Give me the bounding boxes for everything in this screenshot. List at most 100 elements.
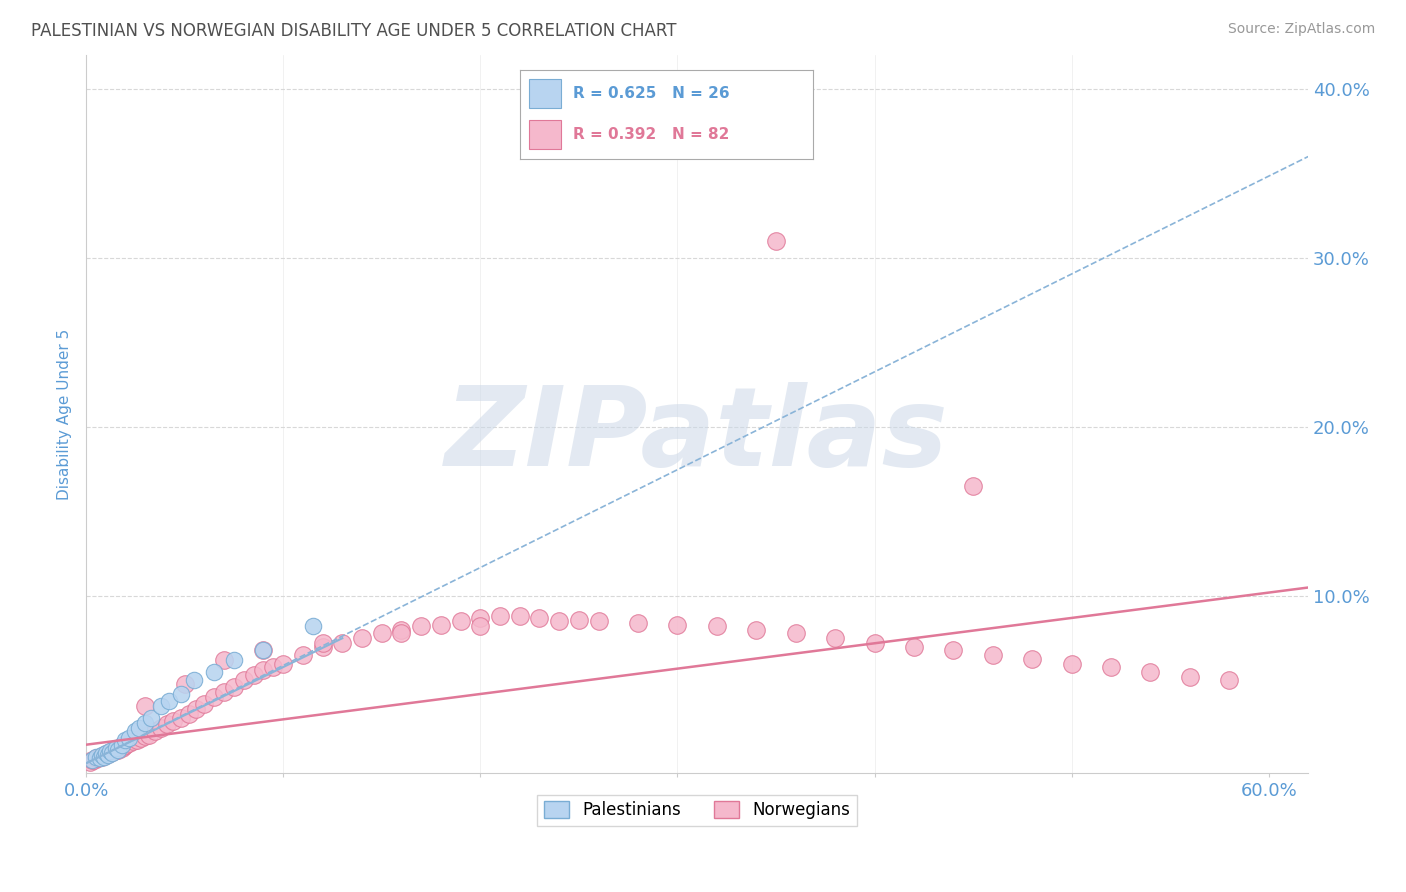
Point [252,663,274,677]
Point [242,668,264,682]
Point [529,611,551,625]
Point [252,643,274,657]
Text: ZIPatlas: ZIPatlas [446,383,949,490]
Text: PALESTINIAN VS NORWEGIAN DISABILITY AGE UNDER 5 CORRELATION CHART: PALESTINIAN VS NORWEGIAN DISABILITY AGE … [31,22,676,40]
Point [202,665,225,679]
Point [134,729,156,743]
Point [627,615,650,630]
Point [311,636,333,650]
Point [162,714,184,728]
Point [104,743,127,757]
Point [107,743,129,757]
Point [107,743,129,757]
Point [1099,660,1122,674]
Point [706,619,728,633]
Point [100,746,122,760]
Point [128,721,150,735]
Point [1139,665,1161,679]
Point [470,619,492,633]
Point [90,747,112,762]
Point [122,734,145,748]
Point [90,749,112,764]
Point [411,619,433,633]
Point [489,609,512,624]
Point [139,711,162,725]
Point [311,640,333,654]
Point [509,609,531,624]
Point [118,731,141,745]
Point [186,702,208,716]
Point [391,623,413,637]
Legend: Palestinians, Norwegians: Palestinians, Norwegians [537,795,858,826]
Point [108,741,131,756]
Point [666,617,689,632]
Point [430,617,453,632]
Point [450,615,472,629]
Point [87,751,110,765]
Point [568,613,591,627]
Y-axis label: Disability Age Under 5: Disability Age Under 5 [58,328,72,500]
Point [143,724,166,739]
Point [785,626,807,640]
Point [170,687,193,701]
Point [745,623,768,637]
Point [252,643,274,657]
Point [98,744,121,758]
Point [981,648,1004,662]
Point [173,677,195,691]
Point [80,753,103,767]
Point [157,694,180,708]
Point [156,717,179,731]
Point [962,479,984,493]
Point [350,631,373,645]
Point [301,619,323,633]
Point [110,738,132,752]
Point [371,626,394,640]
Point [1178,670,1201,684]
Point [177,707,200,722]
Point [212,685,235,699]
Point [222,653,245,667]
Point [80,753,103,767]
Point [84,749,107,764]
Point [170,711,193,725]
Point [127,732,149,747]
Point [129,731,152,745]
Point [202,690,225,705]
Point [98,746,121,760]
Point [863,636,886,650]
Point [149,721,172,735]
Point [183,673,205,688]
Point [291,648,314,662]
Point [114,738,136,752]
Point [100,744,122,758]
Point [903,640,925,654]
Point [232,673,254,688]
Point [134,715,156,730]
Point [79,755,101,769]
Point [1060,657,1083,671]
Point [212,653,235,667]
Point [222,680,245,694]
Point [84,751,107,765]
Point [193,697,215,711]
Point [149,698,172,713]
Point [83,753,105,767]
Point [824,631,846,645]
Point [138,727,160,741]
Point [114,732,136,747]
Point [330,636,353,650]
Point [104,741,127,756]
Point [89,751,111,765]
Point [103,744,125,758]
Point [942,643,965,657]
Point [588,615,610,629]
Point [97,747,120,762]
Point [391,626,413,640]
Point [118,736,141,750]
Point [548,615,571,629]
Point [112,739,135,754]
Point [262,660,284,674]
Text: Source: ZipAtlas.com: Source: ZipAtlas.com [1227,22,1375,37]
Point [93,747,115,762]
